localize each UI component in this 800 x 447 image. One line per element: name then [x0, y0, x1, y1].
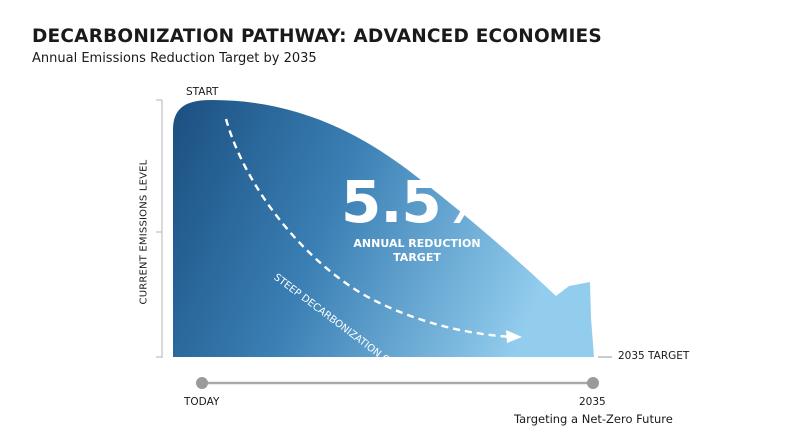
timeline-end-marker: [587, 377, 599, 389]
start-label: START: [186, 86, 219, 98]
headline-value: 5.5%: [341, 168, 499, 236]
curve-arrowhead: [506, 330, 522, 343]
headline-caption: ANNUAL REDUCTION TARGET: [352, 237, 482, 265]
headline-caption-line2: TARGET: [393, 251, 441, 264]
decarbonization-curve: [224, 118, 513, 339]
headline-caption-line1: ANNUAL REDUCTION: [353, 237, 481, 250]
page-title: DECARBONIZATION PATHWAY: ADVANCED ECONOM…: [32, 26, 602, 47]
y-axis-label: CURRENT EMISSIONS LEVEL: [138, 159, 150, 305]
timeline-footer: Targeting a Net-Zero Future: [514, 412, 673, 426]
timeline-start-marker: [196, 377, 208, 389]
emissions-reduction-area: [173, 100, 594, 357]
timeline-end-label: 2035: [579, 396, 606, 408]
page-subtitle: Annual Emissions Reduction Target by 203…: [32, 51, 317, 66]
timeline-start-label: TODAY: [184, 396, 220, 408]
target-label: 2035 TARGET: [618, 350, 690, 362]
